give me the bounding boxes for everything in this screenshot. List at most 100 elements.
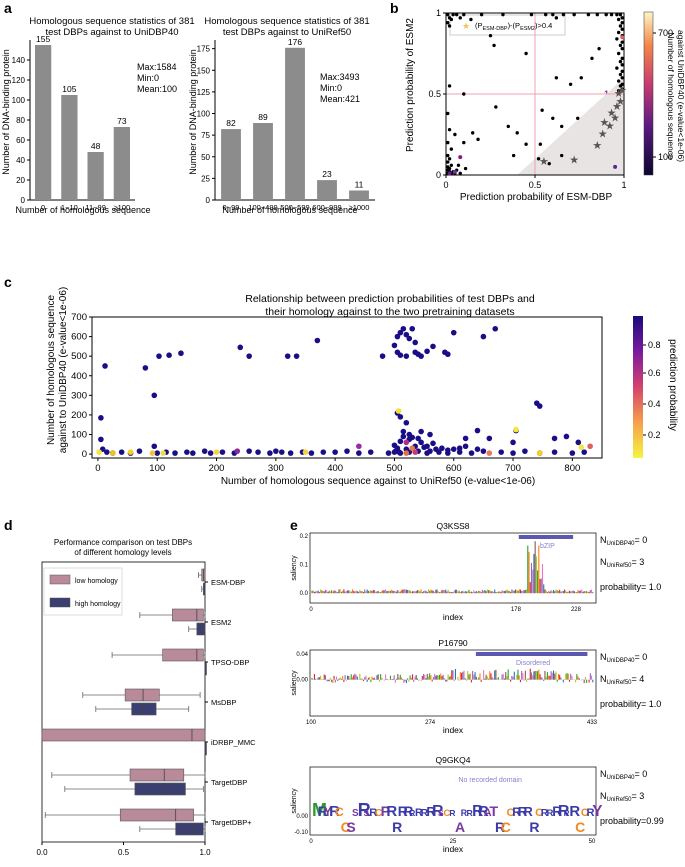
b-xlabel: Prediction probability of ESM-DBP bbox=[460, 192, 613, 203]
e-logo-letter: S bbox=[438, 808, 444, 818]
b-point bbox=[616, 89, 621, 93]
b-point bbox=[479, 12, 484, 17]
c-point bbox=[415, 435, 421, 442]
b-point bbox=[615, 66, 619, 70]
c-point bbox=[575, 439, 582, 446]
e-n-uniref50: NUniRef50= 4 bbox=[600, 674, 644, 686]
c-point bbox=[486, 435, 493, 442]
b-point-colored bbox=[458, 155, 463, 160]
c-point bbox=[391, 342, 398, 349]
b-point bbox=[446, 111, 450, 116]
e-y-tick-label: 0.1 bbox=[300, 563, 309, 569]
e-n-uniref50: NUniRef50= 3 bbox=[600, 557, 644, 569]
c-point bbox=[462, 435, 469, 442]
c-point bbox=[510, 439, 516, 446]
b-point bbox=[538, 142, 543, 146]
c-point bbox=[406, 335, 413, 342]
e-logo-letter: S bbox=[363, 808, 369, 818]
c-point bbox=[118, 449, 125, 455]
bar bbox=[221, 129, 241, 200]
c-colorbar-label: prediction probability bbox=[667, 339, 678, 431]
b-point bbox=[618, 59, 623, 64]
c-point bbox=[480, 448, 487, 454]
panel-label-b: b bbox=[390, 0, 399, 16]
b-point bbox=[536, 157, 541, 161]
y-tick-label: 600 bbox=[71, 332, 87, 343]
b-point bbox=[620, 21, 624, 25]
b-point bbox=[616, 30, 621, 35]
e-frame bbox=[309, 766, 597, 836]
c-point bbox=[278, 449, 285, 455]
b-point bbox=[551, 116, 555, 121]
b-point bbox=[543, 12, 548, 17]
bar bbox=[285, 47, 305, 200]
e-probability: probability= 1.0 bbox=[600, 699, 661, 709]
b-point bbox=[524, 51, 528, 56]
y-tick-label: 0 bbox=[82, 449, 87, 460]
e-y-tick-label: 0.2 bbox=[300, 534, 309, 540]
bar bbox=[61, 95, 78, 200]
x-tick-label: 0 bbox=[95, 463, 100, 474]
d-title-2: of different homology levels bbox=[74, 548, 171, 557]
c-point bbox=[403, 419, 410, 426]
x-tick-label: 600~999 bbox=[312, 203, 341, 212]
b-point bbox=[615, 37, 619, 41]
e-logo-letter: P bbox=[381, 804, 391, 820]
b-point bbox=[615, 12, 619, 17]
b-point-colored bbox=[613, 164, 618, 169]
e-logo-letter: R bbox=[466, 808, 473, 818]
y-tick-label: 25 bbox=[201, 174, 210, 183]
y-tick-label: 60 bbox=[16, 136, 25, 145]
b-point bbox=[620, 63, 624, 67]
chart-c-scatter: Relationship between prediction probabil… bbox=[46, 287, 678, 487]
b-point bbox=[554, 76, 559, 80]
e-n-unidbp40: NUniDBP40= 0 bbox=[600, 535, 647, 547]
box-low bbox=[119, 808, 194, 822]
box-low bbox=[41, 728, 206, 742]
e-ylabel: saliency bbox=[291, 788, 298, 814]
c-point bbox=[267, 450, 273, 456]
x-tick-label: 0.5 bbox=[118, 848, 130, 857]
box-high bbox=[131, 702, 157, 716]
c-point bbox=[293, 353, 300, 359]
x-tick-label: 400 bbox=[327, 463, 343, 474]
b-star-point: ★ bbox=[610, 112, 620, 124]
c-point-colored bbox=[302, 449, 309, 455]
a2-title-2: test DBPs against to UniRef50 bbox=[223, 27, 351, 38]
c-point bbox=[418, 428, 424, 435]
b-point bbox=[506, 124, 510, 129]
b-point bbox=[620, 46, 624, 51]
b-point bbox=[620, 56, 624, 61]
b-point bbox=[515, 131, 519, 135]
x-tick-label: 300 bbox=[268, 463, 284, 474]
d-legend-low-swatch bbox=[49, 574, 71, 585]
c-point bbox=[237, 344, 244, 351]
c-point bbox=[456, 449, 463, 455]
bar bbox=[34, 45, 52, 200]
chart-a1-unidbp40: Homologous sequence statistics of 381 te… bbox=[1, 16, 195, 215]
b-legend-star-icon: ★ bbox=[462, 21, 470, 31]
box-low bbox=[162, 648, 204, 662]
e-n-unidbp40: NUniDBP40= 0 bbox=[600, 652, 647, 664]
b-legend-text: (PESM-DBP)-(PESM2)>0.4 bbox=[475, 21, 552, 32]
c-point bbox=[273, 448, 279, 454]
c-point-colored bbox=[578, 444, 585, 451]
c-xlabel: Number of homologous sequence against to… bbox=[221, 476, 535, 487]
b-point bbox=[447, 84, 452, 88]
bar bbox=[87, 152, 104, 200]
b-point bbox=[609, 12, 614, 17]
b-point bbox=[568, 82, 573, 86]
y-tick-label: 150 bbox=[197, 66, 211, 75]
c-point bbox=[492, 325, 499, 332]
panel-label-a: a bbox=[4, 0, 12, 16]
c-point-colored bbox=[403, 450, 410, 456]
y-tick-label: 500 bbox=[71, 351, 87, 362]
b-point bbox=[529, 12, 534, 17]
c-point-colored bbox=[109, 450, 116, 456]
c-point bbox=[522, 448, 528, 454]
c-point bbox=[308, 450, 315, 456]
e-probability: probability=0.99 bbox=[600, 816, 664, 826]
chart-b-scatter: Prediction probability of ESM2 Predictio… bbox=[405, 8, 685, 203]
c-point bbox=[151, 392, 158, 399]
c-point bbox=[412, 349, 418, 356]
